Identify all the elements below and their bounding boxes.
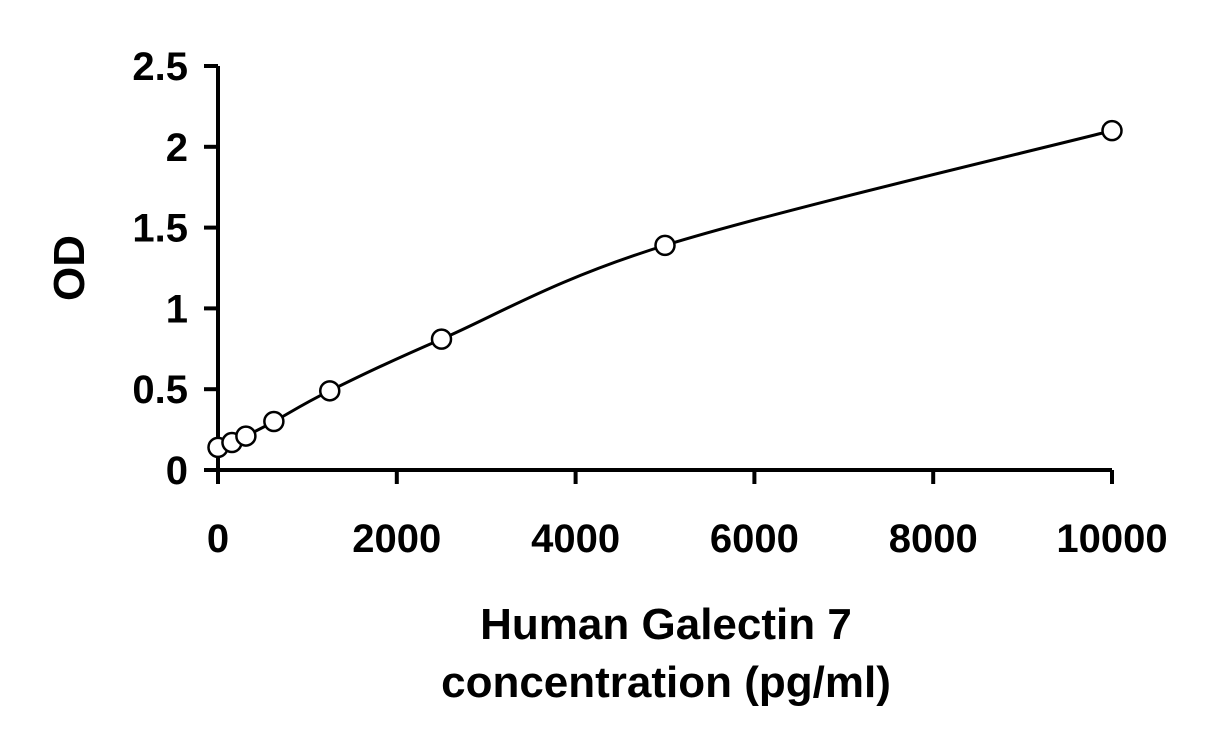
x-tick-label: 6000 xyxy=(710,517,799,561)
axes xyxy=(204,66,1112,472)
x-axis-title-line-1: Human Galectin 7 xyxy=(480,600,852,649)
fit-curve xyxy=(217,129,1113,449)
x-tick-label: 4000 xyxy=(531,517,620,561)
y-tick-label: 1 xyxy=(166,287,188,331)
x-tick-label: 0 xyxy=(207,517,229,561)
x-axis-title-line-2: concentration (pg/ml) xyxy=(441,658,891,707)
data-point xyxy=(654,234,676,257)
x-tick-label: 8000 xyxy=(889,517,978,561)
data-points xyxy=(207,119,1123,459)
x-tick-label: 10000 xyxy=(1056,517,1167,561)
y-tick-label: 2.5 xyxy=(132,45,188,89)
y-tick-label: 1.5 xyxy=(132,207,188,251)
x-axis-ticks: 0 2000 4000 6000 8000 10000 xyxy=(207,470,1168,561)
y-axis-title: OD xyxy=(45,235,94,301)
data-point xyxy=(263,410,285,433)
y-tick-label: 0 xyxy=(166,449,188,493)
y-axis-ticks: 0 0.5 1 1.5 2 2.5 xyxy=(132,45,218,493)
data-point xyxy=(1101,119,1123,142)
y-tick-label: 0.5 xyxy=(132,368,188,412)
data-point xyxy=(319,380,341,402)
x-tick-label: 2000 xyxy=(352,517,441,561)
data-point xyxy=(235,425,257,447)
y-tick-label: 2 xyxy=(166,126,188,170)
data-point xyxy=(430,328,453,350)
